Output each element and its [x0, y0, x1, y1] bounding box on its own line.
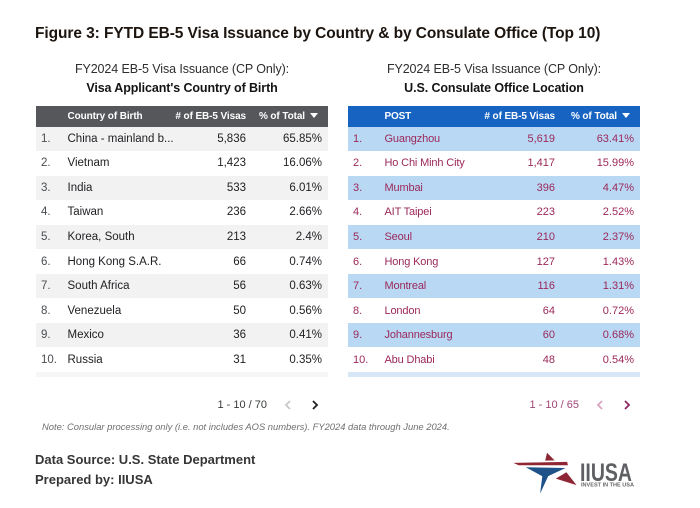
svg-text:IIUSA: IIUSA	[580, 459, 632, 487]
svg-text:INVEST IN THE USA: INVEST IN THE USA	[581, 483, 634, 489]
